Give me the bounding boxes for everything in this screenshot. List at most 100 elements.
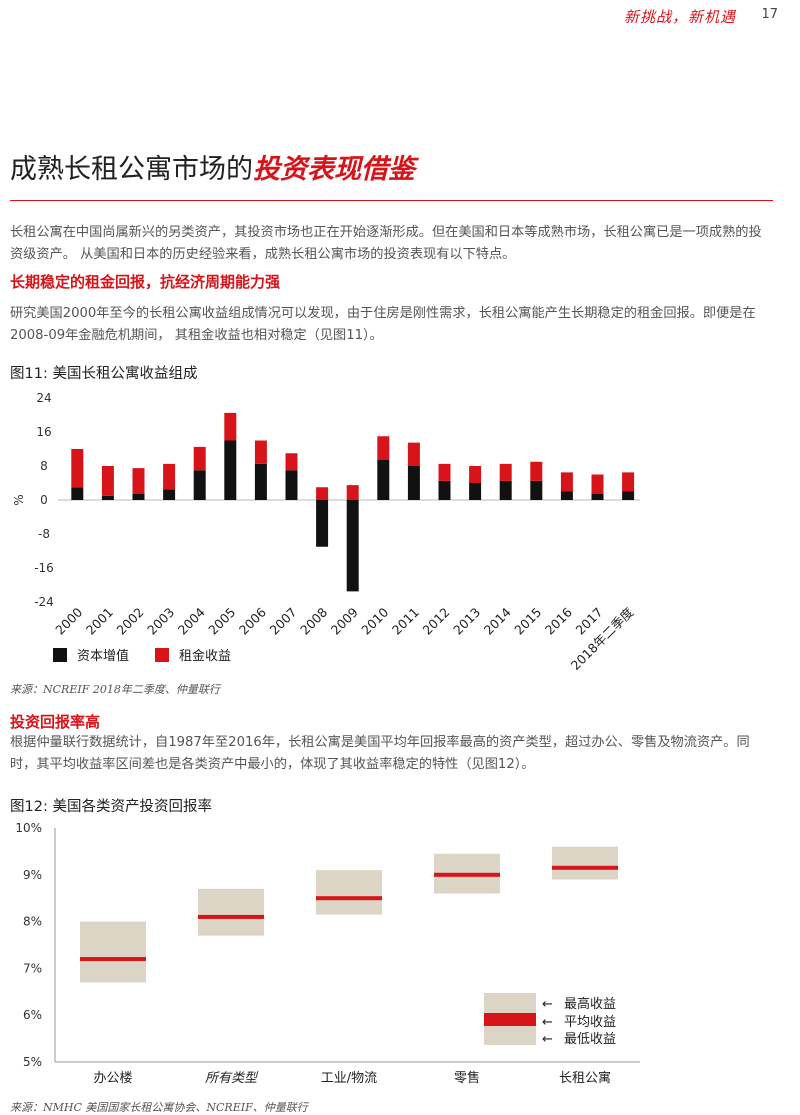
bar-rent-2008 <box>316 487 329 500</box>
bar-rent-2004 <box>193 446 206 471</box>
figure11-x-tick-label: 2012 <box>420 605 453 638</box>
bar-rent-2001 <box>101 466 114 496</box>
bar-rent-2006 <box>254 440 267 464</box>
legend-capital-swatch <box>53 648 67 662</box>
figure11-y-tick-label: 24 <box>36 391 51 405</box>
bar-rent-2018年二季度 <box>622 472 635 492</box>
bar-capital-2006 <box>254 463 267 500</box>
figure11-x-tick-label: 2008 <box>297 604 330 637</box>
figure11-x-tick-label: 2014 <box>481 604 514 637</box>
legend-low-label: 最低收益 <box>564 1032 616 1047</box>
figure11-source: 来源：NCREIF 2018年二季度、仲量联行 <box>10 683 220 696</box>
bar-capital-2009 <box>346 500 359 592</box>
bar-rent-2016 <box>560 472 573 492</box>
bar-capital-2000 <box>71 487 84 500</box>
figure11-y-axis-label: % <box>12 494 26 505</box>
range-box-办公楼 <box>80 921 146 983</box>
bar-rent-2000 <box>71 449 84 488</box>
figure11-x-tick-label: 2010 <box>358 604 391 637</box>
range-box-所有类型 <box>198 888 264 936</box>
bar-capital-2014 <box>499 480 512 500</box>
legend-mean-label: 平均收益 <box>564 1015 616 1030</box>
section1-body: 研究美国2000年至今的长租公寓收益组成情况可以发现，由于住房是刚性需求，长租公… <box>10 306 756 343</box>
section2-heading: 投资回报率高 <box>10 713 101 731</box>
figure11-legend: 资本增值 租金收益 <box>53 648 231 664</box>
figure12-x-tick-label: 长租公寓 <box>559 1070 611 1086</box>
bar-capital-2008 <box>316 500 329 547</box>
bar-capital-2010 <box>377 459 390 500</box>
figure11-x-tick-label: 2003 <box>144 605 177 638</box>
bar-capital-2007 <box>285 470 298 500</box>
range-box-工业/物流 <box>316 870 382 915</box>
bar-capital-2018年二季度 <box>622 491 635 500</box>
mean-line-工业/物流 <box>316 896 382 901</box>
figure11-x-tick-label: 2011 <box>389 605 422 638</box>
figure11-x-tick-label: 2002 <box>114 605 147 638</box>
bar-capital-2002 <box>132 493 145 500</box>
figure11-x-tick-label: 2007 <box>267 605 300 638</box>
legend-capital-label: 资本增值 <box>77 648 129 664</box>
figure11-y-tick-label: 16 <box>36 425 51 439</box>
figure12-title: 图12: 美国各类资产投资回报率 <box>10 799 212 815</box>
mean-line-办公楼 <box>80 957 146 962</box>
bar-rent-2012 <box>438 463 451 481</box>
intro-paragraph: 长租公寓在中国尚属新兴的另类资产，其投资市场也正在开始逐渐形成。但在美国和日本等… <box>10 225 762 262</box>
figure12-source: 来源：NMHC 美国国家长租公寓协会、NCREIF、仲量联行 <box>10 1101 308 1114</box>
bar-rent-2014 <box>499 463 512 481</box>
bar-capital-2003 <box>163 489 176 500</box>
page-title-accent: 投资表现借鉴 <box>253 154 415 185</box>
figure12-y-tick-label: 7% <box>23 961 42 975</box>
title-divider <box>10 200 773 201</box>
bar-rent-2009 <box>346 485 359 500</box>
legend-high-label: 最高收益 <box>564 996 616 1012</box>
bar-rent-2007 <box>285 453 298 471</box>
bar-rent-2002 <box>132 468 145 494</box>
page-title-main: 成熟长租公寓市场的 <box>10 154 253 185</box>
header-slogan: 新挑战，新机遇 <box>623 8 736 26</box>
page-number: 17 <box>761 7 778 22</box>
legend-mean-bar <box>484 1013 536 1026</box>
figure11-x-tick-label: 2009 <box>328 604 361 637</box>
page-title: 成熟长租公寓市场的投资表现借鉴 <box>10 147 415 186</box>
figure12-x-tick-label: 工业/物流 <box>321 1071 377 1086</box>
bar-rent-2015 <box>530 461 543 481</box>
figure12-legend: ← 最高收益 ← 平均收益 ← 最低收益 <box>484 993 616 1047</box>
figure12-chart: 10% 9% 8% 7% 6% 5% 办公楼 所有类型 工业/物流 零售 长租公寓 ← 最高收益 … <box>15 821 640 1086</box>
section2-body: 根据仲量联行数据统计，自1987年至2016年，长租公寓是美国平均年回报率最高的… <box>10 735 750 772</box>
figure11-x-tick-label: 2015 <box>511 605 544 638</box>
mean-line-所有类型 <box>198 914 264 919</box>
bar-rent-2011 <box>407 442 420 466</box>
figure11-y-tick-label: 8 <box>40 459 48 473</box>
bar-rent-2003 <box>163 463 176 490</box>
bar-capital-2013 <box>469 483 482 500</box>
figure11-y-tick-label: -16 <box>34 561 54 575</box>
bar-capital-2016 <box>560 491 573 500</box>
figure11-y-tick-label: -24 <box>34 595 54 609</box>
figure12-y-tick-label: 6% <box>23 1008 42 1022</box>
section1-heading: 长期稳定的租金回报，抗经济周期能力强 <box>10 273 281 291</box>
bar-capital-2012 <box>438 480 451 500</box>
figure12-x-tick-label: 零售 <box>454 1070 480 1086</box>
mean-line-长租公寓 <box>552 865 618 870</box>
bar-rent-2017 <box>591 474 604 494</box>
figure11-x-tick-label: 2001 <box>83 605 116 638</box>
range-box-长租公寓 <box>552 846 618 880</box>
legend-rent-swatch <box>155 648 169 662</box>
figure12-y-tick-label: 5% <box>23 1055 42 1069</box>
figure11-title: 图11: 美国长租公寓收益组成 <box>10 366 198 382</box>
legend-high-arrow: ← <box>542 997 553 1012</box>
mean-line-零售 <box>434 872 500 877</box>
figure12-y-tick-label: 10% <box>15 821 42 835</box>
bar-capital-2005 <box>224 440 237 500</box>
figure12-x-tick-label: 办公楼 <box>93 1071 132 1086</box>
legend-low-arrow: ← <box>542 1032 553 1047</box>
figure11-y-tick-label: -8 <box>38 527 50 541</box>
bar-rent-2010 <box>377 436 390 460</box>
bar-capital-2001 <box>101 495 114 500</box>
bar-capital-2011 <box>407 466 420 500</box>
figure12-y-tick-label: 8% <box>23 915 42 929</box>
bar-rent-2013 <box>469 466 482 483</box>
figure12-x-tick-label: 所有类型 <box>205 1071 259 1086</box>
bar-capital-2004 <box>193 470 206 500</box>
